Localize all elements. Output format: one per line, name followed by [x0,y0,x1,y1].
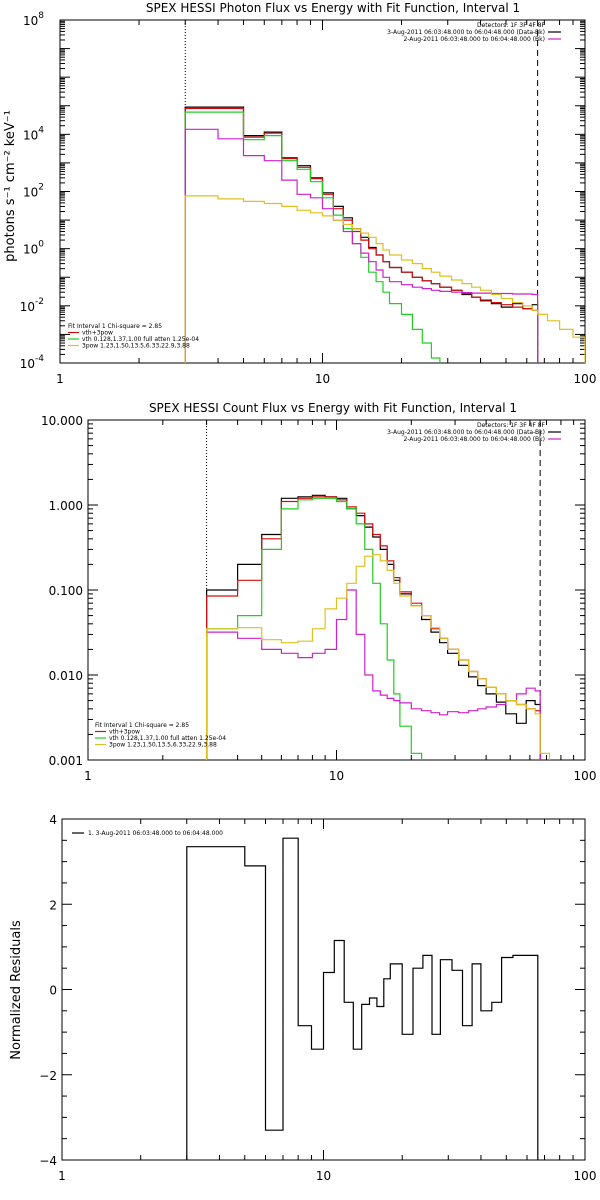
y-tick-exponent: -4 [35,354,44,364]
x-tick-label: 100 [574,769,597,783]
y-tick-label: 0 [49,984,57,998]
x-tick-label: 100 [574,1169,597,1183]
y-tick-label: 0.010 [49,669,83,683]
legend-entry: Detectors: 1F 3F 4F 8F [477,422,546,429]
fit-legend-entry: vth+3pow [109,729,140,736]
fit-legend-entry: 3pow 1.23,1.50,13.5,6.33,22.9,3.88 [82,343,190,350]
y-tick-label: 0.100 [49,584,83,598]
series-histogram-4 [206,554,551,760]
y-tick-label: 10.000 [41,414,83,428]
fit-legend-entry: vth 0.128,1.37,1.00 full atten 1.25e-04 [82,336,199,343]
x-tick-label: 10 [329,769,344,783]
series-histogram-0 [206,494,541,760]
residuals-ylabel: Normalized Residuals [9,920,24,1060]
fit-legend-entry: 3pow 1.23,1.50,13.5,6.33,22.9,3.88 [109,742,217,749]
series-histogram-3 [184,128,539,363]
y-tick-label: 1.000 [49,499,83,513]
x-tick-label: 1 [56,372,64,386]
y-tick-label: −2 [39,1069,57,1083]
y-tick-exponent: -2 [35,297,44,307]
y-tick-label: 4 [49,813,57,827]
series-histogram-3 [206,589,541,760]
y-tick-exponent: 0 [38,240,44,250]
y-tick-label: 2 [49,898,57,912]
y-tick-label: 100 [23,240,44,257]
y-tick-label: 10-4 [20,354,45,371]
series-histogram-4 [184,195,585,363]
photon-flux-title: SPEX HESSI Photon Flux vs Energy with Fi… [146,1,520,15]
fit-legend-entry: Fit Interval 1 Chi-square = 2.85 [68,323,162,330]
fit-legend-entry: Fit Interval 1 Chi-square = 2.85 [95,722,189,729]
legend-entry: Detectors: 1F 3F 4F 8F [477,22,546,29]
y-tick-exponent: 2 [38,183,44,193]
x-tick-label: 100 [574,372,597,386]
y-tick-exponent: 4 [38,125,44,135]
count-flux-plot: 1 10 100 0.001 0.010 0.100 1.000 10.000 Detector… [41,414,596,783]
y-tick-exponent: 8 [38,11,44,21]
x-tick-label: 10 [315,372,330,386]
legend-entry: 2-Aug-2011 06:03:48.000 to 06:04:48.000 … [403,36,545,43]
x-tick-label: 1 [58,1169,66,1183]
residual-legend-entry: 1. 3-Aug-2011 06:03:48.000 to 06:04:48.0… [88,830,223,837]
fit-legend-entry: vth+3pow [82,330,113,337]
photon-flux-ylabel: photons s⁻¹ cm⁻² keV⁻¹ [3,110,18,262]
x-tick-label: 1 [84,769,92,783]
residuals-plot: 1 10 100 −4 −2 0 2 4 1. 3-Aug-2011 06:03:48.000 … [39,813,596,1183]
photon-flux-plot: 1 10 100 10-4 10-2 100 102 104 108 Detectors: 1F … [20,11,597,386]
legend-entry: 2-Aug-2011 06:03:48.000 to 06:04:48.000 … [403,436,545,443]
fit-legend-entry: vth 0.128,1.37,1.00 full atten 1.25e-04 [109,735,226,742]
y-tick-label: 0.001 [49,754,83,768]
y-tick-label: 108 [23,11,44,28]
plot-frame [87,419,586,761]
series-histogram-1 [184,107,539,363]
y-tick-label: −4 [39,1154,57,1168]
y-tick-label: 102 [23,183,44,200]
y-tick-label: 10-2 [20,297,44,314]
series-histogram-2 [184,111,441,363]
legend-entry: 3-Aug-2011 06:03:48.000 to 06:04:48.000 … [387,429,545,436]
series-histogram-0 [186,837,539,1160]
x-tick-label: 10 [316,1169,331,1183]
series-histogram-2 [206,497,423,760]
y-tick-label: 104 [23,125,44,142]
count-flux-title: SPEX HESSI Count Flux vs Energy with Fit… [149,401,517,415]
legend-entry: 3-Aug-2011 06:03:48.000 to 06:04:48.000 … [387,29,545,36]
